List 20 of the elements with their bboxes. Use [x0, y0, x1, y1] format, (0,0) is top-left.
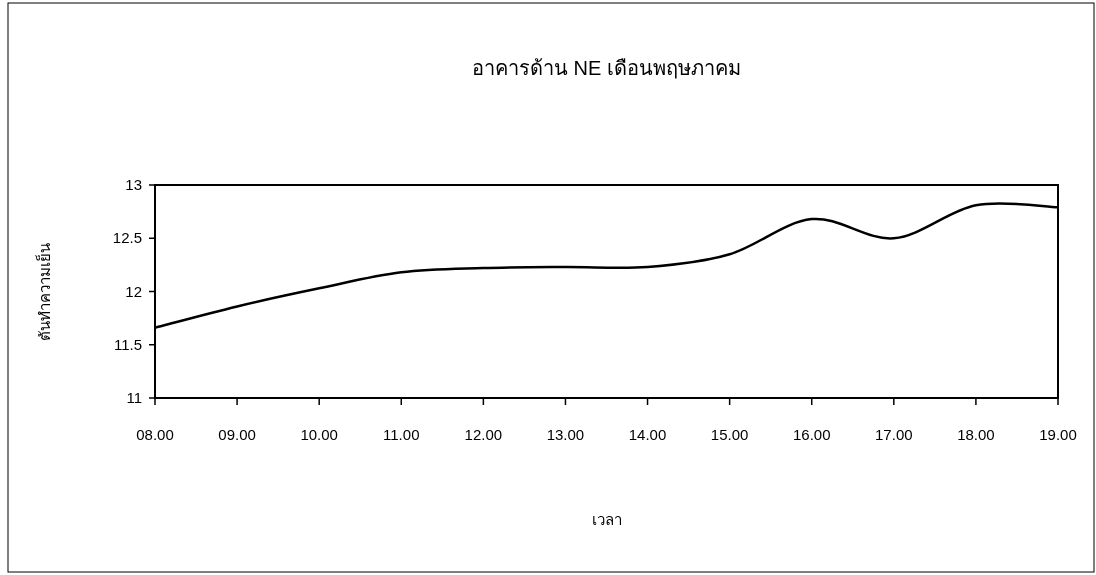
x-tick-label: 15.00 [710, 426, 749, 443]
chart-title: อาคารด้าน NE เดือนพฤษภาคม [472, 57, 741, 79]
y-tick-label: 13 [125, 176, 142, 193]
x-tick-label: 19.00 [1039, 426, 1077, 443]
x-tick-label: 14.00 [628, 426, 667, 443]
x-tick-label: 09.00 [218, 426, 256, 443]
x-axis-title: เวลา [591, 511, 622, 528]
y-axis-title: ตันทำความเย็น [35, 242, 53, 341]
x-tick-label: 11.00 [383, 426, 420, 443]
y-tick-label: 11.5 [113, 335, 142, 353]
x-tick-label: 17.00 [875, 426, 913, 443]
y-tick-label: 12 [125, 282, 142, 300]
x-tick-label: 10.00 [300, 426, 338, 443]
x-tick-label: 16.00 [792, 426, 831, 443]
x-tick-label: 08.00 [136, 426, 174, 443]
x-tick-label: 18.00 [957, 426, 995, 443]
y-tick-label: 11 [126, 389, 142, 406]
x-tick-label: 12.00 [464, 426, 503, 443]
y-tick-label: 12.5 [112, 229, 142, 247]
x-tick-label: 13.00 [546, 426, 585, 443]
